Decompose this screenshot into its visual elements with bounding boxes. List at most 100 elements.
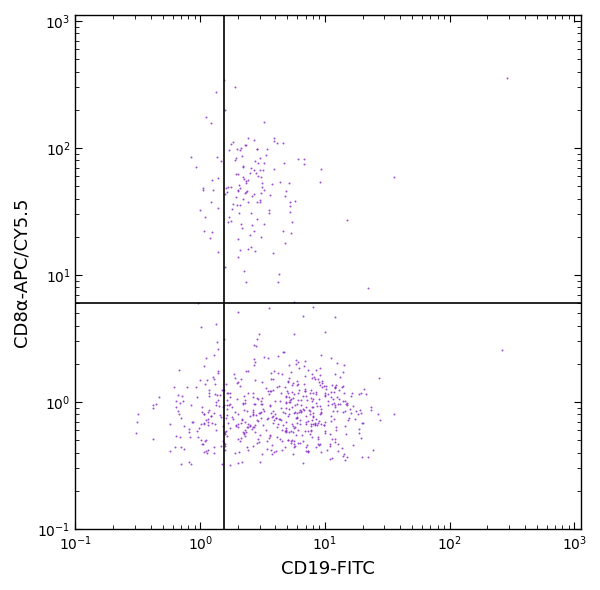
Point (240, 425, 250, 435)
Point (235, 208, 244, 217)
Point (368, 445, 378, 455)
Point (239, 266, 249, 276)
Point (347, 389, 357, 398)
Point (220, 438, 229, 448)
Point (306, 422, 316, 431)
Point (316, 363, 325, 373)
Point (172, 402, 181, 412)
Point (299, 155, 309, 164)
Point (298, 391, 307, 401)
Point (232, 144, 242, 153)
Point (330, 382, 340, 392)
Point (338, 381, 348, 391)
Point (148, 400, 158, 409)
Point (330, 382, 340, 392)
Point (232, 378, 242, 388)
Point (276, 388, 286, 398)
Point (252, 393, 262, 402)
Point (251, 410, 261, 419)
Point (250, 399, 260, 408)
Point (331, 402, 340, 411)
Point (307, 432, 316, 442)
Point (329, 398, 338, 408)
Point (132, 418, 142, 427)
Point (244, 133, 253, 143)
Point (242, 140, 251, 149)
Point (305, 430, 315, 439)
Point (338, 451, 348, 460)
Point (209, 408, 218, 418)
Point (235, 146, 245, 155)
Point (266, 368, 275, 378)
Point (308, 402, 318, 412)
Point (196, 419, 206, 429)
Point (317, 408, 326, 417)
Point (284, 409, 293, 418)
Point (234, 181, 244, 190)
Point (229, 369, 239, 378)
Point (317, 379, 327, 388)
Point (283, 386, 292, 396)
Point (251, 341, 261, 350)
Point (288, 394, 298, 403)
Point (233, 307, 242, 317)
Point (238, 399, 248, 409)
Point (290, 196, 300, 205)
Point (284, 392, 294, 401)
Point (292, 412, 302, 421)
Point (307, 425, 316, 435)
Point (248, 409, 257, 418)
Point (223, 405, 232, 414)
Point (225, 399, 235, 408)
Point (227, 412, 236, 421)
Point (308, 408, 318, 418)
Point (231, 153, 241, 163)
Point (287, 395, 296, 404)
Point (308, 395, 318, 404)
Point (255, 408, 265, 418)
Point (281, 398, 290, 408)
Point (313, 402, 322, 411)
Point (326, 454, 335, 464)
Point (247, 242, 256, 252)
Point (241, 177, 251, 186)
Point (203, 417, 212, 427)
Point (254, 329, 264, 339)
Point (266, 375, 275, 384)
Point (345, 404, 355, 414)
Point (259, 352, 269, 362)
Point (192, 426, 202, 435)
Point (277, 403, 286, 412)
Point (301, 417, 311, 426)
Point (230, 155, 239, 165)
Point (260, 117, 269, 126)
Point (217, 156, 226, 166)
Point (275, 178, 285, 187)
Point (320, 427, 330, 436)
Point (312, 421, 322, 430)
Point (289, 389, 299, 398)
Point (202, 113, 211, 122)
Point (339, 388, 349, 397)
Point (238, 416, 247, 425)
Point (343, 415, 353, 425)
Point (315, 409, 325, 419)
Point (184, 424, 194, 434)
Point (304, 365, 313, 375)
Point (220, 189, 229, 199)
Point (208, 373, 217, 382)
Point (313, 418, 322, 427)
Point (315, 401, 325, 411)
Point (239, 399, 248, 408)
Point (340, 396, 350, 406)
Point (271, 414, 281, 423)
Point (263, 353, 273, 363)
Point (274, 414, 284, 424)
Point (235, 200, 245, 209)
Point (223, 418, 233, 427)
Point (281, 392, 290, 401)
Point (250, 247, 260, 256)
Point (265, 430, 275, 440)
Point (196, 435, 206, 445)
Point (242, 278, 251, 287)
